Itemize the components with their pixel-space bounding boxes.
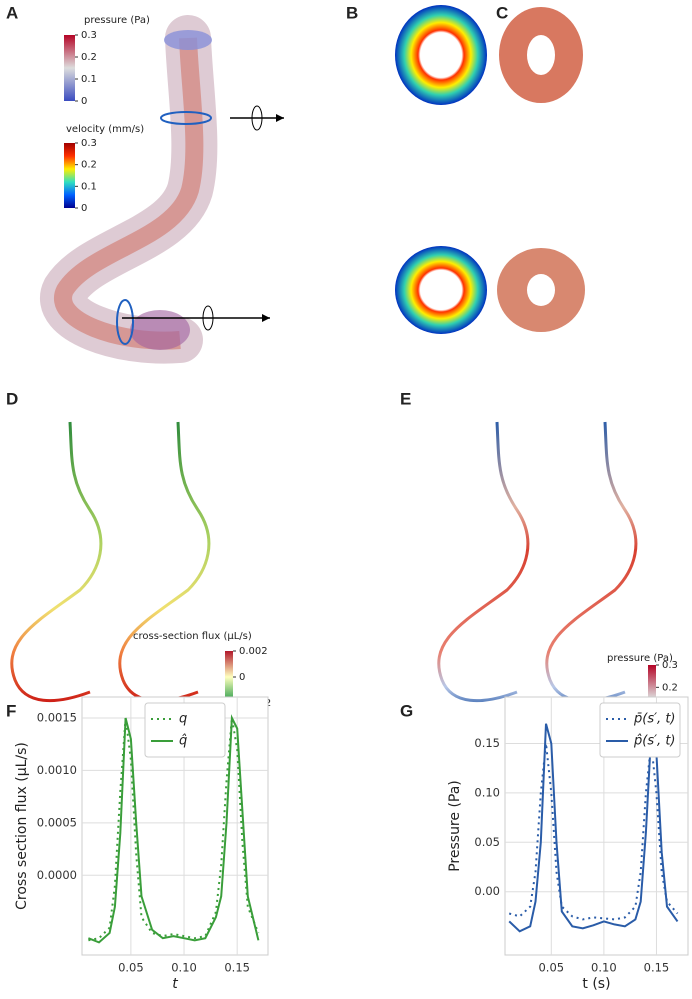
legend	[599, 702, 681, 758]
colorbar-tick-label: 0.2	[662, 682, 678, 693]
x-tick-label: 0.10	[171, 961, 197, 975]
colorbar-tick-label: 0.002	[239, 646, 268, 657]
series-line	[88, 714, 260, 944]
colorbar-tick-label: 0.1	[81, 74, 97, 85]
centerlines	[10, 421, 638, 703]
colorbar-tick-label: 0.2	[81, 52, 97, 63]
legend-label: q̂	[179, 734, 187, 749]
panel-label: E	[400, 389, 411, 408]
colorbar-title: pressure (Pa)	[607, 653, 673, 664]
y-tick-label: 0.05	[474, 835, 500, 849]
colorbar-tick-label: 0	[239, 672, 245, 683]
chart: 0.05 0.10 0.15 0.0015 0.0010 0.0005 0.0000 t Cro…	[14, 696, 269, 992]
colorbar-title: cross-section flux (μL/s)	[133, 631, 252, 642]
y-axis-label: Pressure (Pa)	[447, 780, 463, 872]
x-tick-label: 0.05	[538, 961, 564, 975]
panel-label: F	[6, 701, 16, 720]
x-tick-label: 0.15	[224, 961, 250, 975]
colorbar-tick-label: 0.3	[662, 660, 678, 671]
panel-label: G	[400, 701, 413, 720]
cross-sections	[395, 5, 585, 334]
y-tick-label: 0.0015	[37, 710, 77, 724]
chart: 0.05 0.10 0.15 0.15 0.10 0.05 0.00 t (s) Pressur…	[447, 696, 689, 992]
colorbar-title: pressure (Pa)	[84, 15, 150, 26]
y-axis-label: Cross section flux (μL/s)	[14, 742, 30, 910]
colorbars	[64, 35, 75, 208]
panel-label: C	[496, 3, 508, 22]
colorbar	[64, 35, 75, 101]
colorbar-tick-label: 0.3	[81, 30, 97, 41]
x-tick-label: 0.10	[591, 961, 617, 975]
panel-label: D	[6, 389, 18, 408]
y-tick-label: 0.0010	[37, 763, 77, 777]
panel-label: B	[346, 3, 358, 22]
colorbar-title: velocity (mm/s)	[66, 124, 144, 135]
colorbar-tick-label: 0	[81, 203, 87, 214]
y-tick-label: 0.10	[474, 785, 500, 799]
legend	[144, 702, 226, 758]
colorbar-tick-label: 0	[81, 96, 87, 107]
x-tick-label: 0.15	[644, 961, 670, 975]
vessel-render	[40, 15, 284, 364]
x-tick-label: 0.05	[118, 961, 144, 975]
colorbar-tick-label: 0.1	[81, 181, 97, 192]
y-tick-label: 0.0005	[37, 815, 77, 829]
y-tick-label: 0.15	[474, 736, 500, 750]
legend-label: q	[179, 712, 187, 727]
colorbar	[225, 651, 233, 703]
colorbar	[64, 143, 75, 208]
colorbar-tick-label: 0.3	[81, 138, 97, 149]
x-axis-label: t	[172, 976, 178, 992]
y-tick-label: 0.00	[474, 884, 500, 898]
legend-label: p̄(s′, t)	[633, 712, 675, 727]
panel-label: A	[6, 3, 18, 22]
colorbar-tick-label: 0.2	[81, 160, 97, 171]
y-tick-label: 0.0000	[37, 868, 77, 882]
legend-label: p̂(s′, t)	[633, 734, 675, 749]
x-axis-label: t (s)	[582, 976, 610, 992]
